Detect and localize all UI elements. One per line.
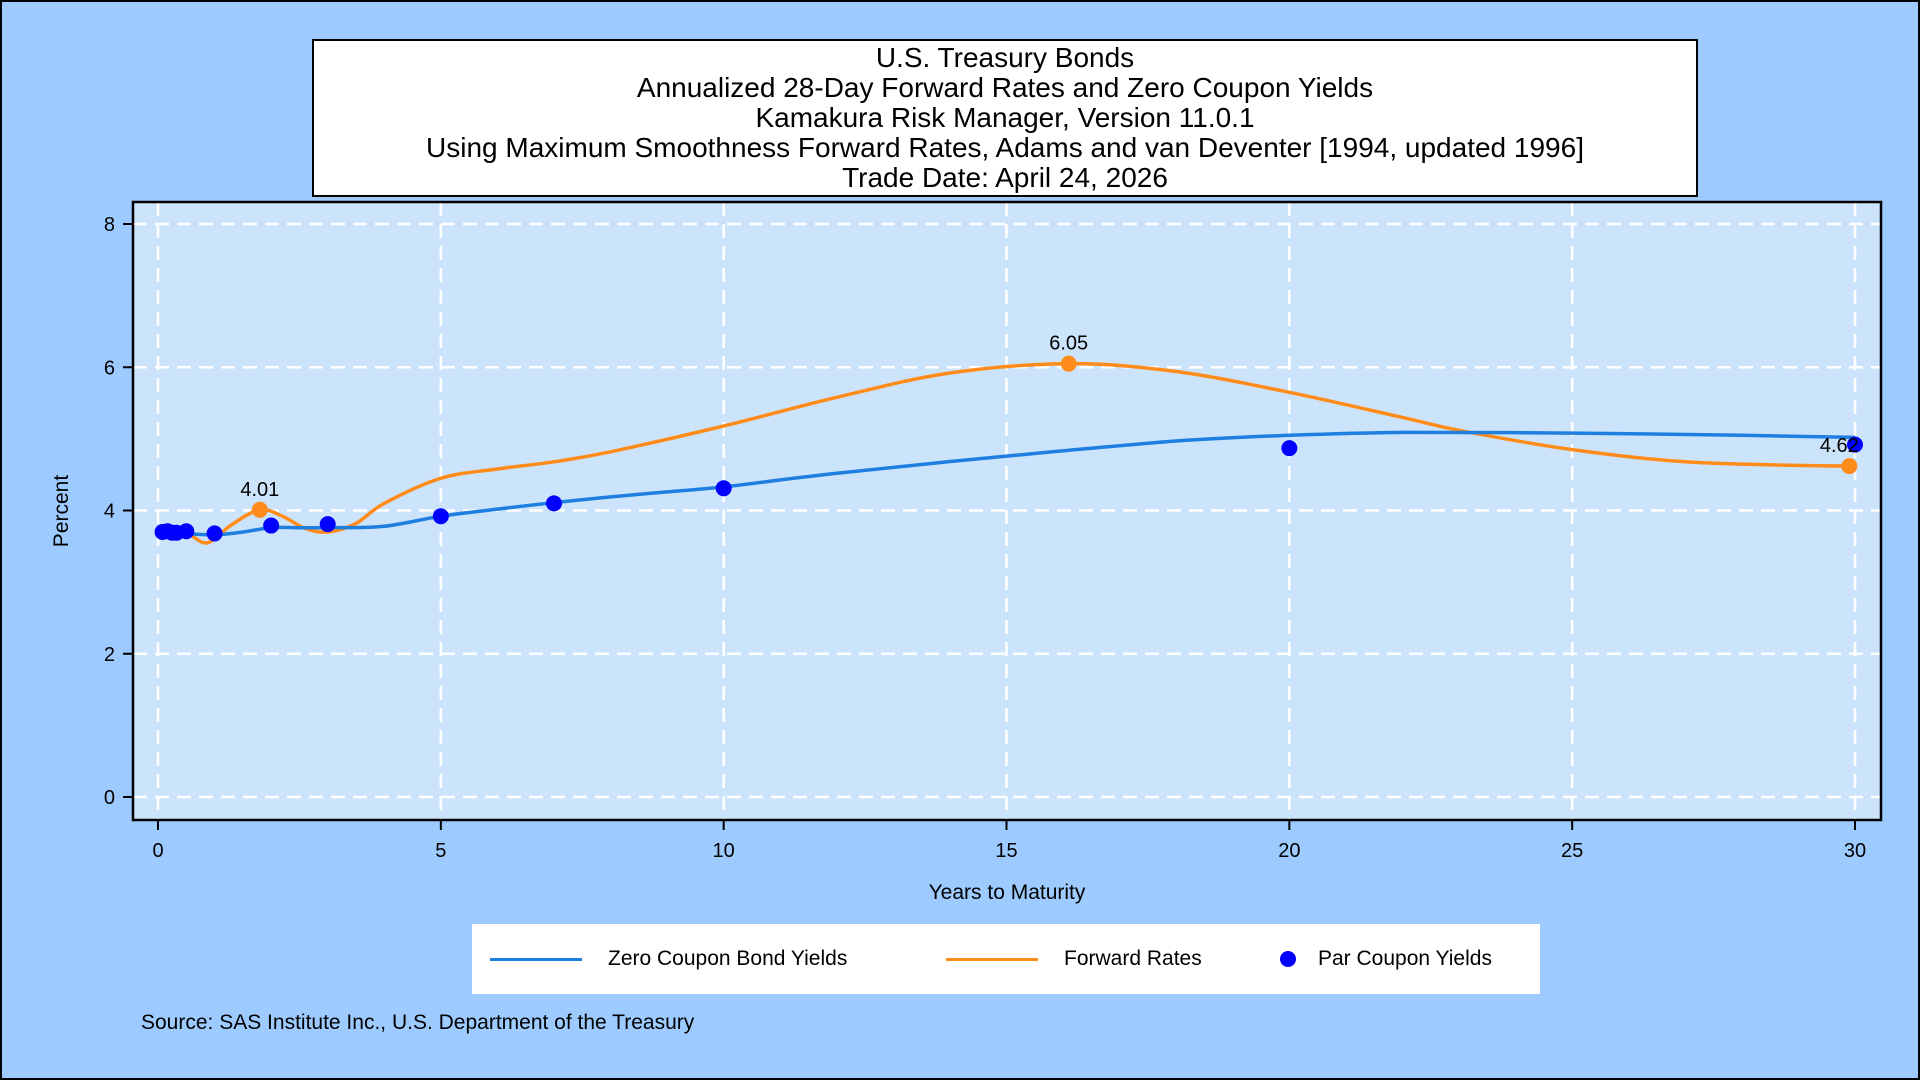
data-label: 6.05 [1049, 333, 1088, 355]
par-coupon-point [263, 517, 280, 534]
legend-item-zero-coupon: Zero Coupon Bond Yields [490, 924, 847, 994]
data-label: 4.01 [240, 479, 279, 501]
source-note: Source: SAS Institute Inc., U.S. Departm… [141, 1011, 695, 1034]
forward-rate-marker [1060, 355, 1077, 372]
par-coupon-point [319, 516, 336, 533]
chart-title-line-1: U.S. Treasury Bonds [875, 42, 1135, 73]
legend-label-forward: Forward Rates [1064, 947, 1202, 970]
y-axis-label: Percent [50, 475, 73, 548]
legend-swatch-forward [946, 957, 1038, 961]
par-coupon-point [545, 495, 562, 512]
par-coupon-point [1281, 440, 1298, 457]
y-tick-label: 0 [104, 787, 115, 809]
y-tick-label: 8 [104, 214, 115, 236]
y-tick-label: 2 [104, 644, 115, 666]
par-coupon-point [715, 480, 732, 497]
legend-label-zero-coupon: Zero Coupon Bond Yields [608, 947, 848, 970]
y-tick-label: 4 [104, 501, 115, 523]
legend-swatch-par-coupon [1280, 951, 1296, 967]
par-coupon-point [432, 508, 449, 525]
chart-title-line-3: Kamakura Risk Manager, Version 11.0.1 [755, 102, 1255, 133]
par-coupon-point [178, 523, 195, 540]
x-axis-label: Years to Maturity [929, 881, 1086, 904]
chart-title-line-5: Trade Date: April 24, 2026 [842, 162, 1168, 193]
x-tick-label: 10 [713, 840, 735, 862]
x-tick-label: 5 [435, 840, 446, 862]
forward-rate-marker [1841, 458, 1858, 475]
legend-item-forward: Forward Rates [946, 924, 1202, 994]
chart-title-box: U.S. Treasury Bonds Annualized 28-Day Fo… [312, 39, 1698, 197]
x-tick-label: 15 [995, 840, 1017, 862]
y-tick-label: 6 [104, 357, 115, 379]
x-tick-label: 20 [1278, 840, 1300, 862]
legend-item-par-coupon: Par Coupon Yields [1280, 924, 1492, 994]
forward-rate-marker [251, 501, 268, 518]
legend-label-par-coupon: Par Coupon Yields [1318, 947, 1492, 970]
legend-swatch-zero-coupon [490, 957, 582, 961]
legend: Zero Coupon Bond Yields Forward Rates Pa… [472, 924, 1540, 994]
par-coupon-point [1847, 436, 1863, 453]
chart-title-line-2: Annualized 28-Day Forward Rates and Zero… [636, 72, 1374, 103]
par-coupon-point [206, 525, 223, 542]
x-tick-label: 25 [1561, 840, 1583, 862]
data-label: 4.62 [1820, 435, 1859, 457]
chart-title-line-4: Using Maximum Smoothness Forward Rates, … [426, 132, 1584, 163]
x-tick-label: 30 [1844, 840, 1866, 862]
x-tick-label: 0 [152, 840, 163, 862]
